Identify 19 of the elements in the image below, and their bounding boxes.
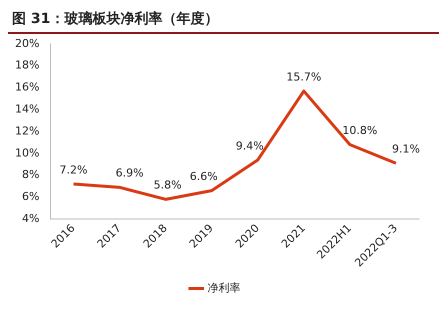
y-tick-label: 6% bbox=[22, 190, 40, 204]
y-tick-label: 12% bbox=[14, 124, 40, 138]
data-label: 9.4% bbox=[236, 139, 264, 152]
y-tick-label: 14% bbox=[14, 102, 40, 116]
data-label: 9.1% bbox=[392, 142, 420, 156]
data-label: 10.8% bbox=[342, 124, 378, 138]
data-label: 5.8% bbox=[154, 178, 182, 192]
y-tick-label: 8% bbox=[22, 168, 40, 182]
data-label: 6.6% bbox=[190, 170, 218, 183]
chart-title: 图 31：玻璃板块净利率（年度） bbox=[8, 8, 439, 34]
data-label: 6.9% bbox=[116, 166, 144, 180]
y-tick-label: 10% bbox=[14, 146, 40, 160]
y-tick-label: 4% bbox=[22, 212, 40, 225]
data-label: 7.2% bbox=[60, 163, 88, 176]
y-tick-label: 18% bbox=[14, 58, 40, 72]
y-tick-label: 20% bbox=[14, 36, 40, 50]
y-tick-label: 16% bbox=[14, 80, 40, 94]
data-label: 15.7% bbox=[286, 70, 322, 84]
legend-label: 净利率 bbox=[207, 281, 240, 294]
